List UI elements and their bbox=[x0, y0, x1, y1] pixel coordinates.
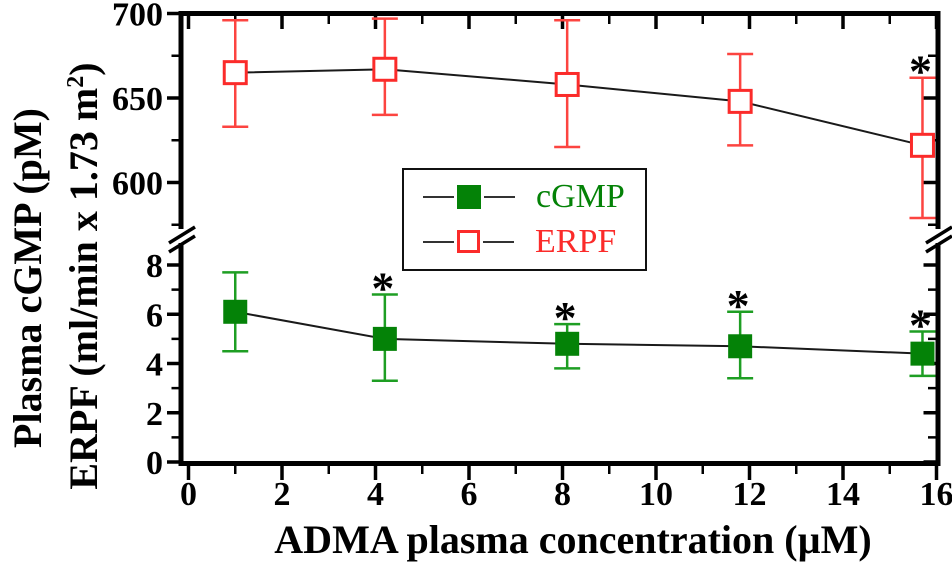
legend-item-erpf: ERPF bbox=[423, 222, 645, 260]
x-tick-label: 8 bbox=[554, 476, 571, 513]
erpf-open-square-marker bbox=[457, 230, 480, 254]
y-axis-label-line2-close: ) bbox=[61, 62, 107, 76]
cgmp-data-marker bbox=[555, 331, 580, 356]
significance-asterisk: * bbox=[727, 280, 750, 331]
legend-line-segment bbox=[423, 240, 454, 243]
significance-asterisk: * bbox=[909, 46, 932, 97]
legend-line-segment bbox=[483, 240, 514, 243]
cgmp-filled-square-marker bbox=[457, 185, 481, 210]
significance-asterisk: * bbox=[554, 292, 577, 343]
cgmp-data-marker bbox=[728, 334, 753, 359]
significance-asterisk: * bbox=[371, 263, 394, 314]
y-tick-label: 0 bbox=[146, 445, 163, 482]
x-tick-label: 10 bbox=[639, 476, 673, 513]
y-tick-label: 600 bbox=[112, 166, 163, 203]
x-tick-label: 0 bbox=[180, 476, 197, 513]
axis-break-slash bbox=[925, 225, 952, 245]
erpf-data-marker bbox=[222, 60, 248, 86]
y-tick-label: 2 bbox=[146, 396, 163, 433]
legend-line-segment bbox=[423, 196, 454, 199]
axis-break-slash bbox=[168, 234, 196, 254]
y-tick-label: 700 bbox=[112, 0, 163, 34]
x-tick-label: 2 bbox=[274, 476, 291, 513]
x-tick-label: 14 bbox=[826, 476, 860, 513]
y-axis-label-line1: Plasma cGMP (pM) bbox=[5, 108, 50, 448]
cgmp-data-marker bbox=[223, 299, 248, 324]
significance-asterisk: * bbox=[909, 299, 932, 350]
x-tick-label: 6 bbox=[461, 476, 478, 513]
y-tick-label: 6 bbox=[146, 297, 163, 334]
x-tick-label: 4 bbox=[367, 476, 384, 513]
legend-label-erpf: ERPF bbox=[535, 222, 617, 260]
y-axis-label-superscript: 2 bbox=[62, 75, 89, 88]
legend-line-segment bbox=[484, 196, 515, 199]
cgmp-data-marker bbox=[372, 326, 397, 351]
y-tick-label: 650 bbox=[112, 81, 163, 118]
cgmp-data-marker bbox=[910, 341, 935, 366]
legend-item-cgmp: cGMP bbox=[423, 180, 645, 214]
y-axis-label-line2-text: ERPF (ml/min x 1.73 m bbox=[61, 87, 107, 490]
x-tick-label: 16 bbox=[920, 476, 952, 513]
legend: cGMP ERPF bbox=[402, 168, 647, 271]
erpf-data-marker bbox=[372, 56, 398, 82]
x-tick-label: 12 bbox=[733, 476, 767, 513]
axis-break-slash bbox=[168, 225, 196, 245]
legend-label-cgmp: cGMP bbox=[536, 178, 625, 216]
y-axis-label-line2: ERPF (ml/min x 1.73 m2) bbox=[61, 62, 107, 490]
erpf-data-marker bbox=[909, 132, 935, 158]
erpf-data-marker bbox=[727, 88, 753, 114]
axis-break-slash bbox=[925, 234, 952, 254]
erpf-data-marker bbox=[554, 71, 580, 97]
y-tick-label: 8 bbox=[146, 248, 163, 285]
y-tick-label: 4 bbox=[146, 347, 163, 384]
x-axis-label: ADMA plasma concentration (µM) bbox=[274, 517, 872, 562]
